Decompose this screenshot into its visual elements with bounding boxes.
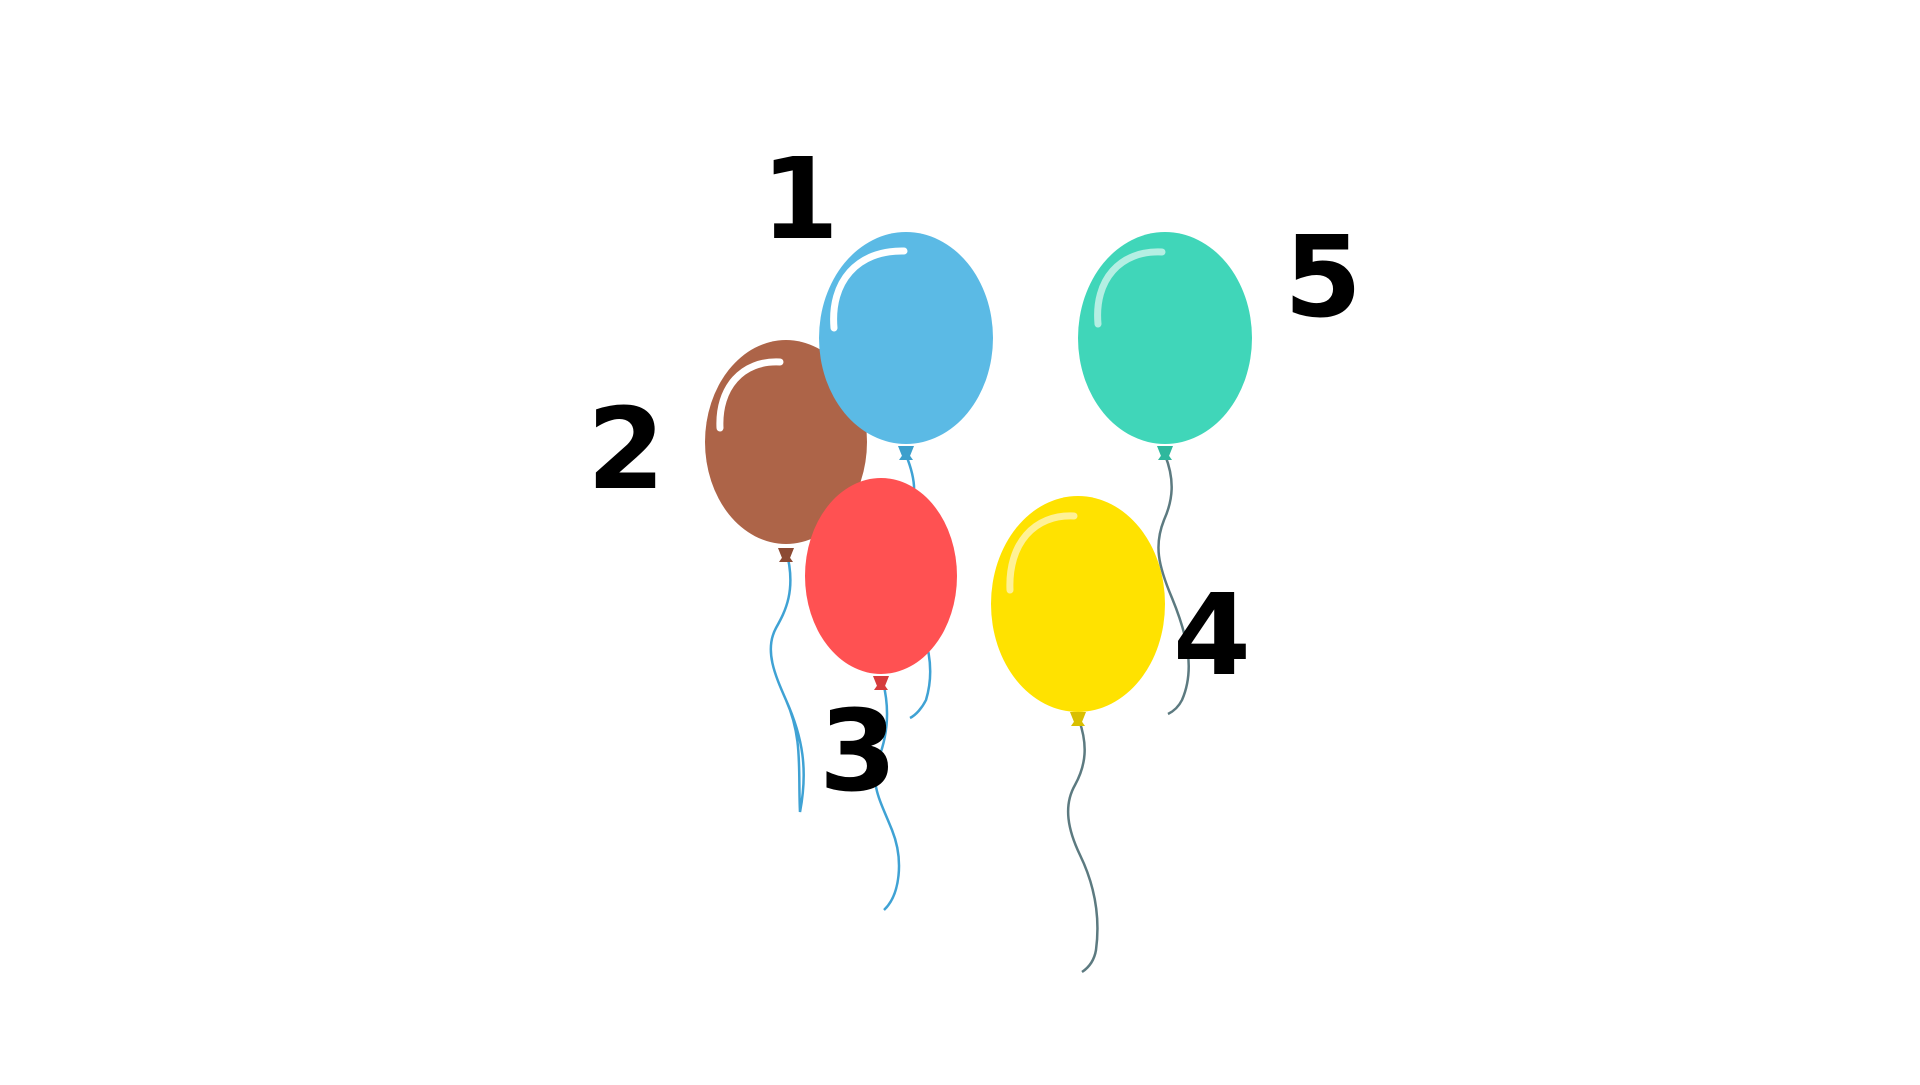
balloon-1-highlight (830, 247, 908, 332)
label-3: 3 (819, 687, 897, 817)
label-4: 4 (1173, 571, 1251, 701)
balloon-5-teal (1078, 232, 1252, 460)
balloon-2-highlight (716, 358, 784, 432)
label-1: 1 (761, 135, 839, 265)
balloon-4-yellow (991, 496, 1165, 726)
balloon-2-brown (705, 340, 867, 562)
balloon-5-highlight (1094, 248, 1166, 328)
balloon-4-highlight (1006, 512, 1078, 594)
balloon-1-blue (819, 232, 993, 460)
balloon-2-string (769, 549, 805, 813)
balloon-3-string (873, 681, 901, 911)
label-5: 5 (1284, 213, 1362, 343)
label-2: 2 (587, 385, 665, 515)
balloon-3-red (805, 478, 957, 690)
balloon-4-string (1066, 719, 1099, 974)
balloon-5-string (1157, 454, 1190, 716)
